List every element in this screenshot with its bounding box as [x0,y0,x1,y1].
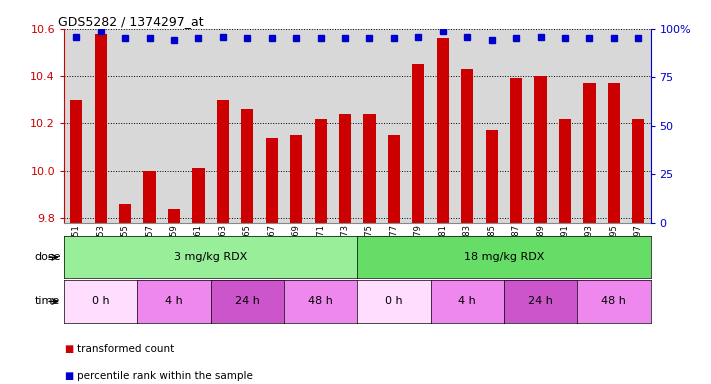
Text: 4 h: 4 h [459,296,476,306]
Bar [241,109,253,223]
Bar [144,171,156,223]
Text: ■: ■ [64,371,73,381]
Text: 48 h: 48 h [308,296,333,306]
Text: transformed count: transformed count [77,344,174,354]
Text: 3 mg/kg RDX: 3 mg/kg RDX [174,252,247,262]
Text: dose: dose [34,252,60,262]
Bar [583,83,596,223]
Bar [608,83,620,223]
Bar [314,119,327,223]
Bar [363,114,375,223]
Bar [486,131,498,223]
Text: time: time [35,296,60,306]
Bar [70,100,82,223]
Bar [461,69,474,223]
Text: 0 h: 0 h [385,296,402,306]
Bar [192,168,205,223]
Bar [119,204,132,223]
Bar [290,135,302,223]
Text: GDS5282 / 1374297_at: GDS5282 / 1374297_at [58,15,204,28]
Bar [217,100,229,223]
Text: 48 h: 48 h [602,296,626,306]
Text: 18 mg/kg RDX: 18 mg/kg RDX [464,252,544,262]
Bar [95,33,107,223]
Bar [437,38,449,223]
Text: ■: ■ [64,344,73,354]
Text: 4 h: 4 h [165,296,183,306]
Text: percentile rank within the sample: percentile rank within the sample [77,371,252,381]
Text: 24 h: 24 h [528,296,553,306]
Bar [339,114,351,223]
Text: 24 h: 24 h [235,296,260,306]
Bar [632,119,644,223]
Bar [535,76,547,223]
Bar [387,135,400,223]
Text: 0 h: 0 h [92,296,109,306]
Bar [412,64,424,223]
Bar [510,78,523,223]
Bar [559,119,571,223]
Bar [168,209,180,223]
Bar [266,137,278,223]
